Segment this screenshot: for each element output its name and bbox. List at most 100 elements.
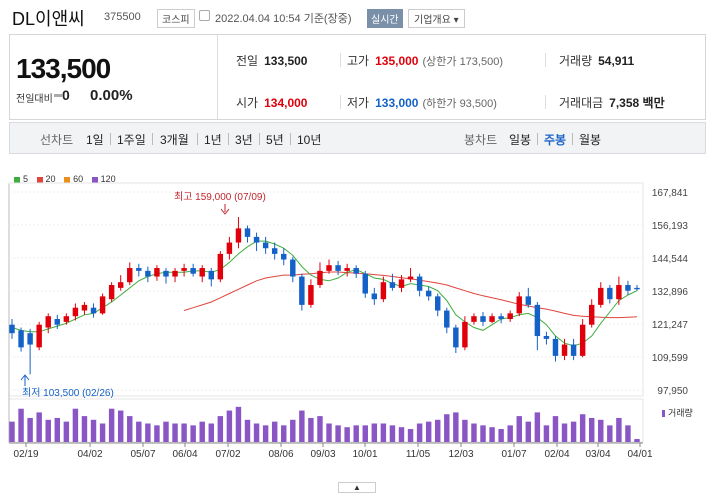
volume-bar [154,425,160,442]
candle-body [54,319,61,325]
divider [197,133,198,145]
candle-body [226,242,233,254]
candle-body [145,270,151,277]
x-tick-label: 09/03 [310,449,335,460]
candle-body [45,316,51,328]
candle-body [199,268,205,277]
realtime-button[interactable]: 실시간 [367,9,403,28]
period-1d[interactable]: 1일 [86,133,104,147]
volume-bar [217,416,224,442]
candle-body [108,285,115,300]
divider [259,133,260,145]
candle-weekly[interactable]: 주봉 [544,133,567,147]
lower-limit: (하한가 93,500) [422,98,497,110]
candle-body [588,304,595,325]
x-tick-label: 11/05 [406,449,431,460]
divider [340,53,341,67]
amount-value: 7,358 백만 [609,96,665,110]
candle-body [335,265,341,271]
candle-body [570,344,577,356]
divider [340,95,341,109]
candle-body [290,259,296,277]
volume-bar [607,425,613,442]
candle-daily[interactable]: 일봉 [509,133,532,147]
volume-bar [18,408,24,442]
chevron-up-icon: ▲ [353,483,361,492]
candle-body [634,287,640,290]
volume-bar [45,419,51,442]
candle-body [99,296,106,314]
low-arrow-head [20,374,30,381]
low-value: 133,000 [375,96,419,110]
candle-monthly[interactable]: 월봉 [579,133,602,147]
period-5y[interactable]: 5년 [266,133,284,147]
candle-body [163,270,169,277]
candle-body [235,228,242,243]
prev-close: 전일 133,500 [236,52,307,69]
candle-body [552,338,559,356]
candle-body [181,268,187,271]
period-3m[interactable]: 3개월 [160,133,189,147]
volume-bar [54,417,61,442]
candle-body [262,242,269,249]
volume-bar [81,416,88,442]
company-info-dropdown[interactable]: 기업개요 ▾ [408,9,465,28]
candle-body [453,327,459,348]
volume-bar [163,421,169,442]
candle-body [308,285,314,305]
candle-body [344,268,350,271]
ma120-swatch [91,176,98,183]
volume-bar [353,425,359,442]
volume-bar [362,425,368,442]
volume-bar [199,421,205,442]
high-arrow-head [220,208,230,215]
volume-bar [398,427,405,442]
ma20-label: 20 [45,174,56,184]
open-label: 시가 [236,96,259,110]
period-10y[interactable]: 10년 [297,133,322,147]
volume-bar [326,423,332,442]
ma5-label: 5 [23,174,29,184]
x-tick-label: 07/02 [215,449,240,460]
candle-body [253,236,260,243]
period-1w[interactable]: 1주일 [117,133,146,147]
ma60-swatch [64,176,71,183]
candle-body [516,296,522,314]
x-tick-label: 05/07 [130,449,155,460]
y-tick-label: 121,247 [652,320,689,331]
volume-bar [444,414,450,442]
candle-body [281,253,287,260]
period-1y[interactable]: 1년 [204,133,222,147]
volume-bar [117,410,124,442]
candle-body [598,287,604,305]
volume-bar [471,423,477,442]
candle-body [63,316,70,322]
candle-body [607,287,613,300]
x-tick-label: 12/03 [448,449,473,460]
ma120-label: 120 [100,174,116,184]
ma20-swatch [36,176,43,183]
volume-bar [308,417,314,442]
volume-bar [27,417,33,442]
candle-body [36,324,42,348]
price-plot-frame [8,182,644,397]
x-tick-label: 04/01 [627,449,652,460]
collapse-chart-button[interactable]: ▲ [338,482,376,493]
volume-bar [262,425,269,442]
ma60-label: 60 [73,174,84,184]
divider [228,133,229,145]
y-tick-label: 156,193 [652,221,689,232]
amount-label: 거래대금 [559,96,604,110]
period-3y[interactable]: 3년 [235,133,253,147]
candle-body [18,330,24,348]
candle-body [136,268,142,271]
price-chart[interactable]: 167,841 156,193 144,544 132,896 121,247 109,5… [0,0,714,480]
x-tick-label: 04/02 [77,449,102,460]
change-percent: 0.00% [90,87,133,104]
divider [217,35,218,119]
candle-body [579,324,586,356]
y-tick-label: 167,841 [652,188,689,199]
period-selector: 선차트 1일 1주일 3개월 1년 3년 5년 10년 봉차트 일봉 주봉 월봉 [9,122,706,154]
volume-bar [579,414,586,442]
volume-bar [208,423,214,442]
